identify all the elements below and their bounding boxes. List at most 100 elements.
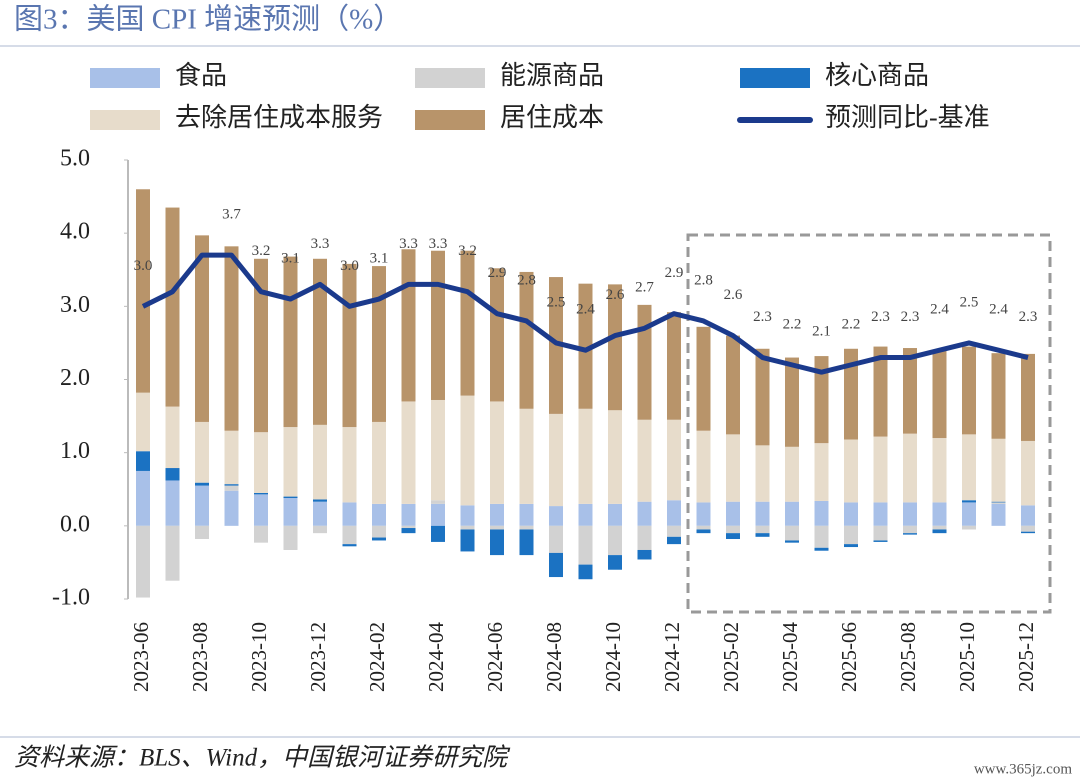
bar-segment — [490, 525, 504, 530]
data-label: 2.8 — [694, 272, 713, 288]
bar-segment — [873, 540, 888, 542]
bar-segment — [401, 525, 416, 529]
bar-segment — [726, 533, 740, 540]
bar-segment — [667, 525, 681, 537]
bar-segment — [254, 492, 268, 495]
bar-segment — [814, 356, 829, 444]
bar-segment — [224, 246, 239, 431]
bar-segment — [313, 258, 327, 425]
data-label: 3.0 — [340, 258, 359, 274]
data-label: 2.5 — [960, 294, 979, 310]
bar-segment — [254, 432, 268, 493]
bar-segment — [844, 439, 858, 503]
bar-segment — [844, 502, 858, 526]
data-label: 2.9 — [488, 265, 507, 281]
watermark: www.365jz.com — [974, 761, 1073, 777]
bar-segment — [814, 443, 829, 501]
bar-segment — [372, 266, 386, 422]
bar-segment — [401, 401, 416, 504]
data-label: 2.2 — [783, 316, 802, 332]
line — [141, 252, 1029, 375]
bar-segment — [283, 427, 298, 497]
bar-segment — [136, 451, 150, 471]
data-label: 2.3 — [1019, 309, 1038, 325]
bar-segment — [814, 500, 829, 526]
data-label: 3.7 — [222, 207, 241, 223]
bar-segment — [519, 525, 534, 530]
bar-segment — [726, 501, 740, 526]
bar-segment — [932, 438, 947, 503]
x-tick-label: 2023-06 — [129, 622, 153, 692]
bar-segment — [313, 501, 327, 526]
bar-segment — [195, 482, 209, 486]
bar-segment — [460, 395, 475, 506]
bar-segment — [991, 353, 1006, 439]
data-label: 2.6 — [724, 287, 743, 303]
bar-segment — [254, 494, 268, 526]
bar-segment — [962, 434, 976, 501]
bar-segment — [637, 501, 652, 526]
bar-segment — [460, 525, 475, 530]
bar-segment — [372, 421, 386, 504]
bar-segment — [1021, 440, 1035, 506]
bar-segment — [401, 528, 416, 534]
bar-segment — [785, 446, 799, 502]
bar-segment — [903, 348, 917, 434]
bar-segment — [342, 263, 357, 428]
bar-segment — [844, 525, 858, 545]
bar-segment — [224, 490, 239, 526]
data-label: 2.4 — [930, 302, 949, 318]
bar-segment — [519, 271, 534, 409]
bar-segment — [313, 525, 327, 534]
bar-segment — [519, 503, 534, 526]
bar-segment — [224, 430, 239, 485]
x-tick-label: 2023-12 — [306, 622, 330, 692]
bar-segment — [431, 503, 445, 526]
legend-swatch — [415, 110, 485, 130]
bar-segment — [903, 533, 917, 535]
bar-segment — [1021, 505, 1035, 526]
bar-segment — [696, 529, 711, 534]
bar-segment — [991, 502, 1006, 504]
data-label: 3.2 — [458, 243, 477, 259]
bar-segment — [165, 468, 180, 481]
bar-segment — [372, 537, 386, 541]
bar-segment — [165, 480, 180, 526]
bar-segment — [460, 250, 475, 396]
bar-segment — [637, 419, 652, 502]
bar-segment — [785, 501, 799, 526]
bar-segment — [991, 503, 1006, 526]
bar-segment — [726, 434, 740, 502]
bar-segment — [785, 540, 799, 543]
legend-swatch — [90, 110, 160, 130]
bar-segment — [490, 268, 504, 402]
bar-segment — [696, 525, 711, 530]
bar-segment — [844, 544, 858, 548]
bar-segment — [755, 501, 770, 526]
bar-segment — [460, 505, 475, 526]
bar-segment — [578, 408, 593, 504]
bar-segment — [903, 502, 917, 526]
data-label: 3.3 — [399, 236, 418, 252]
x-tick-label: 2024-08 — [542, 622, 566, 692]
data-label: 3.3 — [429, 236, 448, 252]
y-tick-label: 5.0 — [60, 146, 90, 172]
bar-segment — [431, 250, 445, 400]
x-tick-label: 2025-04 — [778, 622, 802, 692]
bar-segment — [165, 207, 180, 407]
bar-segment — [873, 502, 888, 526]
bar-segment — [1021, 531, 1035, 534]
bar-segment — [342, 502, 357, 526]
legend-label: 核心商品 — [825, 61, 929, 90]
bar-segment — [283, 498, 298, 526]
bar-segment — [667, 419, 681, 501]
legend-label: 居住成本 — [500, 103, 604, 132]
data-label: 2.9 — [665, 265, 684, 281]
bar-segment — [195, 235, 209, 422]
data-label: 2.4 — [989, 302, 1008, 318]
legend-swatch — [740, 68, 810, 88]
bar-segment — [578, 503, 593, 526]
bar-segment — [755, 533, 770, 537]
x-tick-label: 2025-06 — [837, 622, 861, 692]
